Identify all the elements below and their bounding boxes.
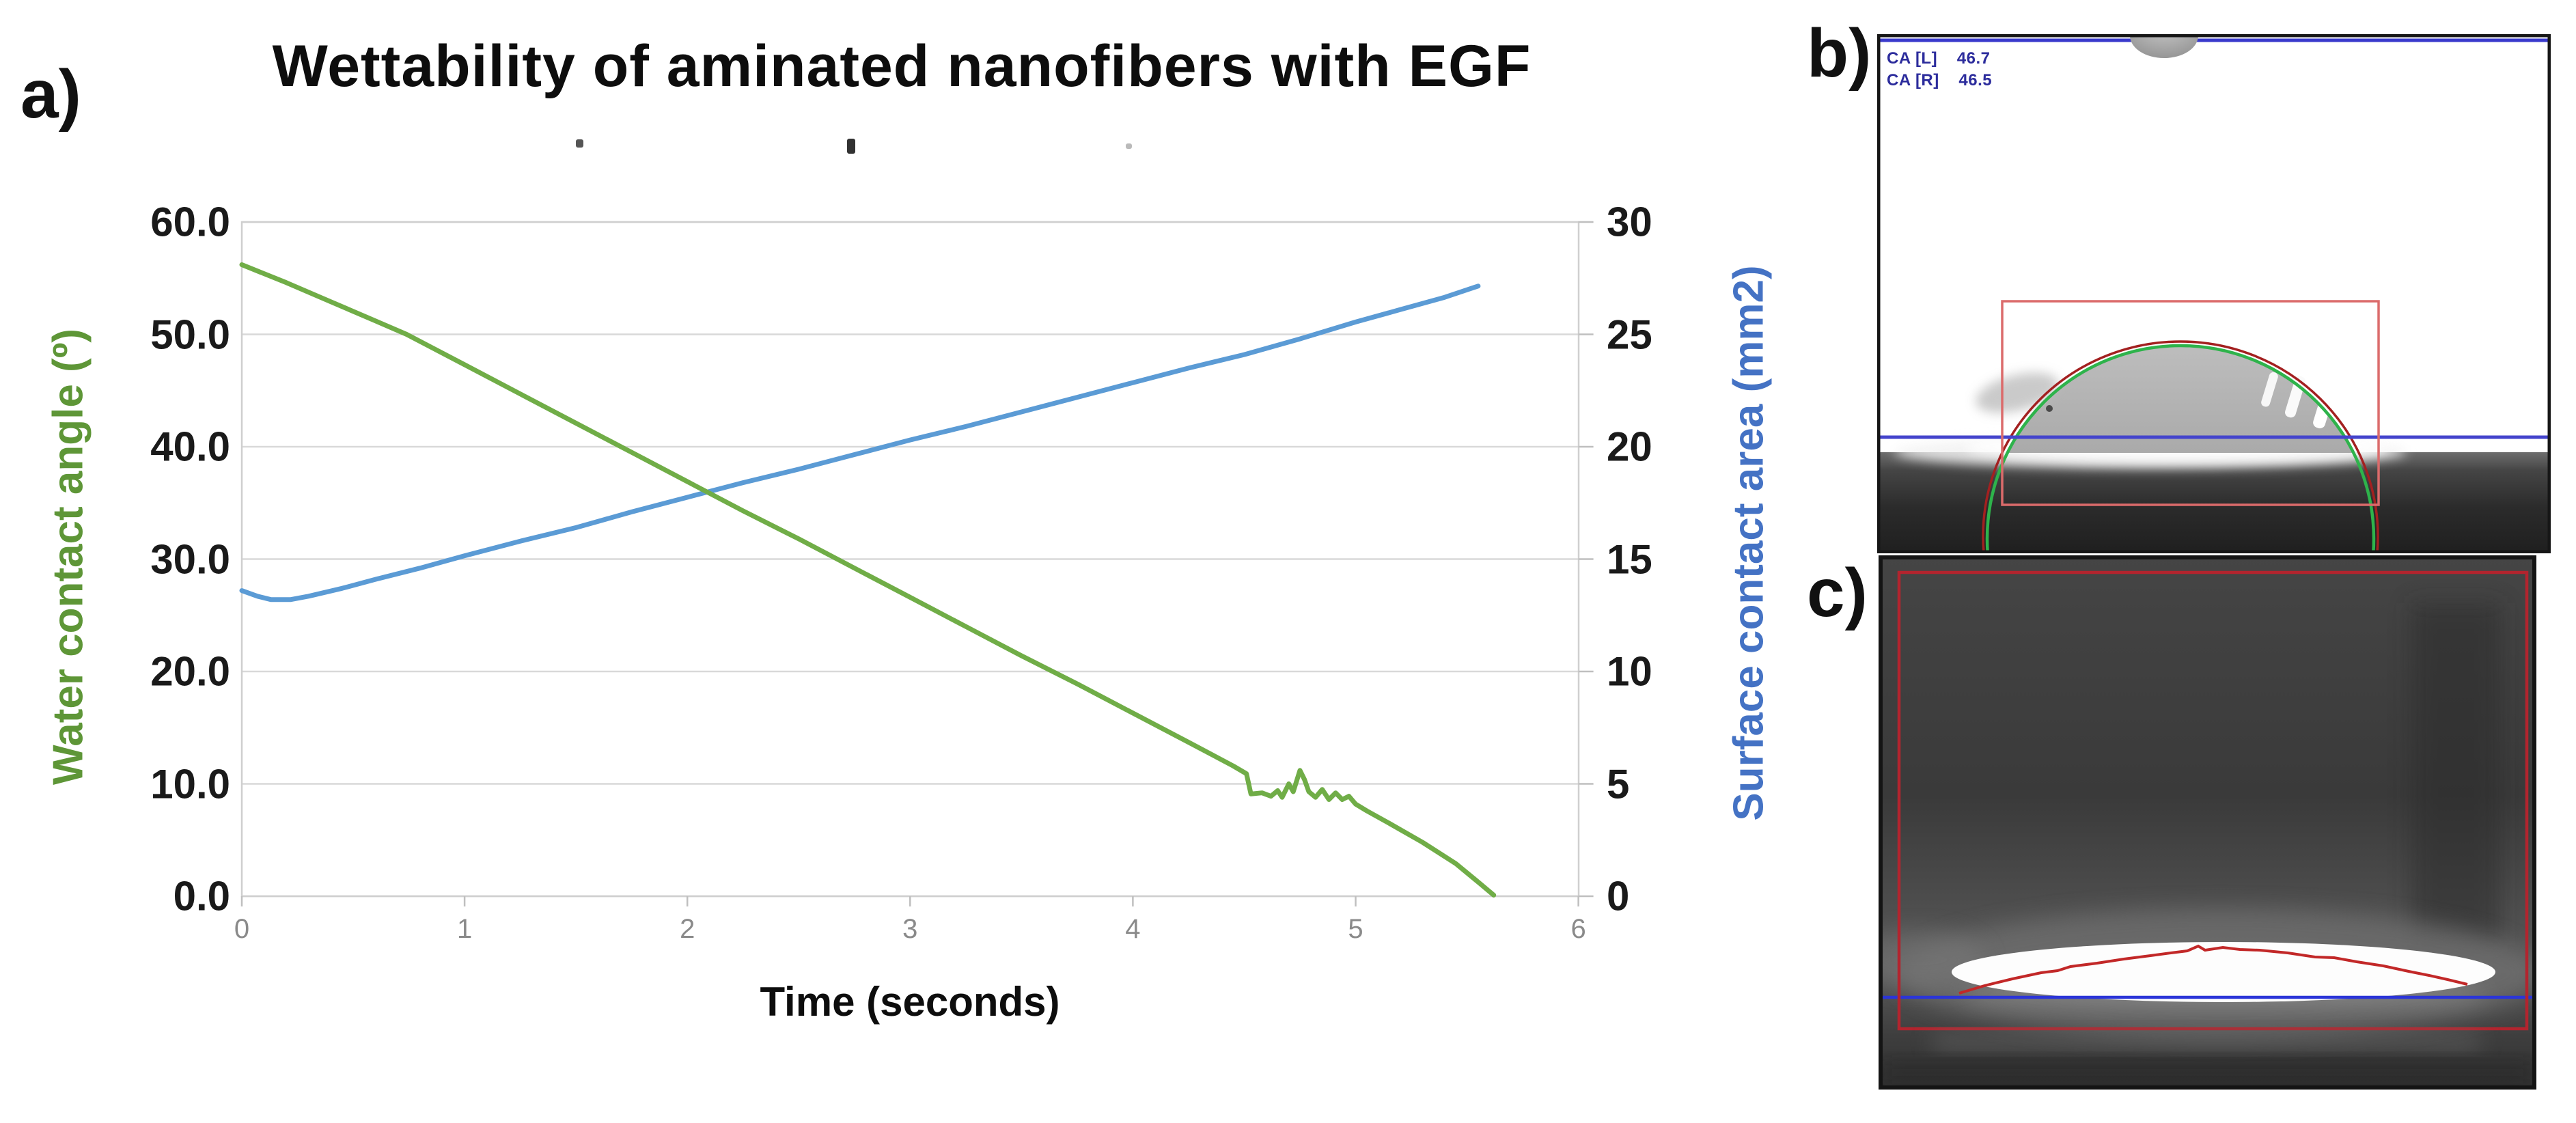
panel-c-image bbox=[1879, 555, 2536, 1090]
artifact-dot bbox=[576, 139, 583, 148]
needle-drop-remnant bbox=[2130, 34, 2198, 58]
panel-b-image: CA [L] 46.7 CA [R] 46.5 bbox=[1877, 34, 2551, 553]
spread-droplet-view bbox=[1879, 555, 2536, 1090]
bottom-streak bbox=[1933, 1034, 2480, 1050]
x-axis-tick-label: 6 bbox=[1570, 914, 1586, 944]
x-axis-tick-label: 1 bbox=[456, 914, 473, 944]
left-axis-tick-label: 50.0 bbox=[150, 311, 230, 357]
water-droplet-dome bbox=[2007, 346, 2354, 453]
left-axis-tick-label: 30.0 bbox=[150, 536, 230, 582]
bottom-dark-edge bbox=[1879, 1061, 2536, 1084]
x-axis-tick-label: 2 bbox=[680, 914, 695, 944]
artifact-dot bbox=[1126, 143, 1132, 149]
x-axis-tick-label: 5 bbox=[1348, 914, 1363, 944]
debris-speck bbox=[2046, 405, 2053, 412]
right-axis-tick-label: 15 bbox=[1607, 536, 1652, 582]
frame-border bbox=[1877, 34, 2551, 553]
chart-title: Wettability of aminated nanofibers with … bbox=[272, 33, 1532, 99]
right-axis-tick-label: 20 bbox=[1607, 424, 1652, 470]
frame-border bbox=[1879, 555, 2536, 1090]
green-circle-fit bbox=[1985, 344, 2376, 553]
axis-tick-marks bbox=[240, 221, 1594, 906]
left-axis-title: Water contact angle (º) bbox=[44, 329, 92, 785]
right-axis-tick-label: 10 bbox=[1607, 648, 1652, 695]
contact-angle-right-reading: CA [R] 46.5 bbox=[1887, 71, 1993, 89]
left-axis-tick-label: 10.0 bbox=[150, 761, 230, 807]
surface-contact-area-line bbox=[239, 283, 1481, 602]
x-axis-tick-label: 3 bbox=[902, 914, 918, 944]
panel-b-label: b) bbox=[1807, 15, 1872, 92]
left-axis-tick-label: 60.0 bbox=[150, 199, 230, 245]
left-axis-tick-label: 20.0 bbox=[150, 648, 230, 695]
droplet-contour-trace bbox=[1958, 944, 2468, 995]
spread-droplet bbox=[1952, 942, 2495, 1002]
x-axis-title: Time (seconds) bbox=[760, 979, 1060, 1025]
measurement-roi-rect bbox=[1897, 570, 2529, 1031]
right-axis-tick-label: 25 bbox=[1607, 311, 1652, 357]
left-axis-tick-label: 0.0 bbox=[173, 873, 230, 919]
left-axis-tick-label: 40.0 bbox=[150, 424, 230, 470]
panel-c-label: c) bbox=[1807, 555, 1868, 631]
background-shadow-column bbox=[2411, 603, 2500, 945]
right-axis-title: Surface contact area (mm2) bbox=[1725, 265, 1773, 821]
red-ellipse-fit bbox=[1982, 340, 2379, 553]
right-axis-tick-label: 0 bbox=[1607, 873, 1630, 919]
contact-angle-left-reading: CA [L] 46.7 bbox=[1887, 49, 1991, 68]
panel-a-label: a) bbox=[20, 56, 81, 133]
water-contact-angle-line bbox=[239, 262, 1497, 898]
droplet-side-view bbox=[1877, 34, 2551, 553]
measurement-roi-rect bbox=[2001, 300, 2380, 506]
right-axis-tick-label: 5 bbox=[1607, 761, 1630, 807]
gridlines bbox=[242, 221, 1579, 898]
x-axis-tick-label: 0 bbox=[234, 914, 250, 944]
wettability-line-chart bbox=[239, 221, 1594, 906]
x-axis-tick-label: 4 bbox=[1125, 914, 1141, 944]
right-axis-tick-label: 30 bbox=[1607, 199, 1652, 245]
artifact-dot bbox=[847, 139, 855, 154]
